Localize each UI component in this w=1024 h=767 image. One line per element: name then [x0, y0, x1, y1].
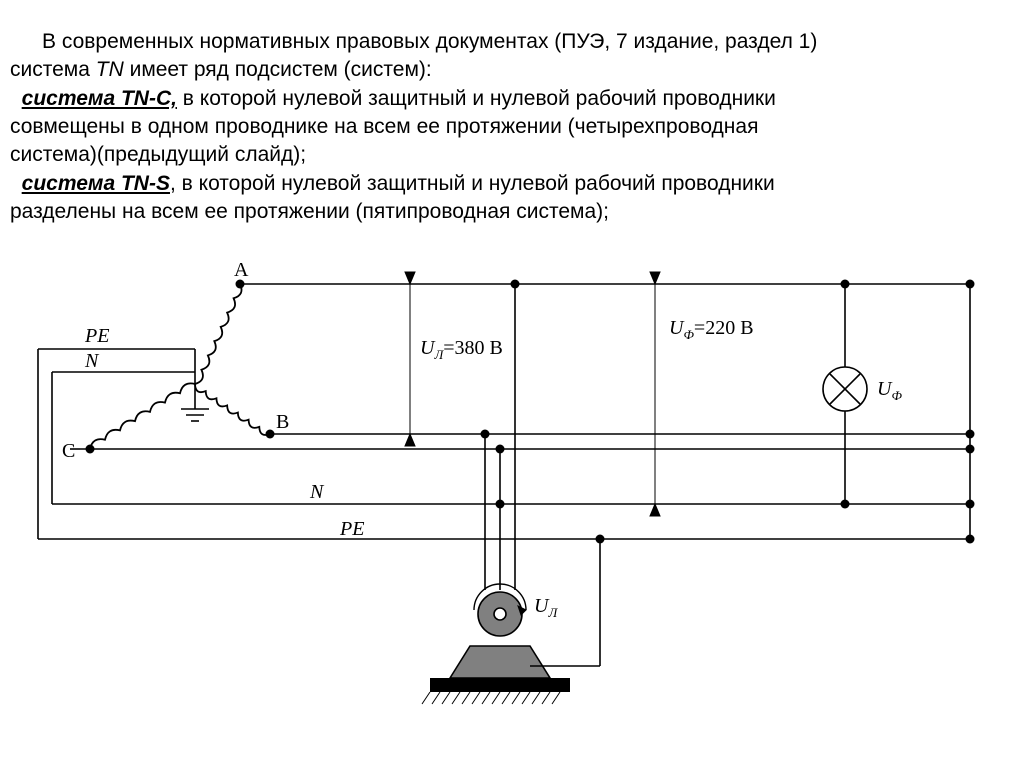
svg-text:UЛ: UЛ	[534, 595, 558, 620]
svg-text:N: N	[84, 350, 100, 372]
term-tn-c: система TN-C,	[22, 87, 177, 110]
svg-text:PE: PE	[339, 518, 364, 540]
svg-text:UЛ=380 В: UЛ=380 В	[420, 337, 503, 362]
circuit-diagram: PE N A B C N PE UЛ=380 В UФ=220 В UФ UЛ	[10, 254, 1010, 724]
rest1a: в которой нулевой защитный и нулевой раб…	[177, 87, 776, 110]
svg-text:B: B	[276, 411, 289, 433]
p1b-pre: система	[10, 58, 96, 81]
term-tn-s: система TN-S	[22, 172, 170, 195]
term1-line1: система TN-C, в которой нулевой защитный…	[10, 85, 1014, 113]
svg-text:A: A	[234, 259, 249, 281]
p1b-tn: TN	[96, 58, 124, 81]
rest2b: разделены на всем ее протяжении (пятипро…	[10, 198, 1014, 226]
para1-line2: система TN имеет ряд подсистем (систем):	[10, 56, 1014, 84]
svg-text:PE: PE	[84, 325, 109, 347]
term2-line1: система TN-S, в которой нулевой защитный…	[10, 170, 1014, 198]
svg-text:UФ: UФ	[877, 378, 902, 403]
svg-text:N: N	[309, 481, 325, 503]
p1b-post: имеет ряд подсистем (систем):	[124, 58, 432, 81]
rest1b: совмещены в одном проводнике на всем ее …	[10, 113, 1014, 141]
rest2a: , в которой нулевой защитный и нулевой р…	[170, 172, 775, 195]
para1-line1: В современных нормативных правовых докум…	[10, 28, 1014, 56]
svg-text:C: C	[62, 440, 75, 462]
svg-text:UФ=220 В: UФ=220 В	[669, 317, 754, 342]
rest1c: система)(предыдущий слайд);	[10, 141, 1014, 169]
